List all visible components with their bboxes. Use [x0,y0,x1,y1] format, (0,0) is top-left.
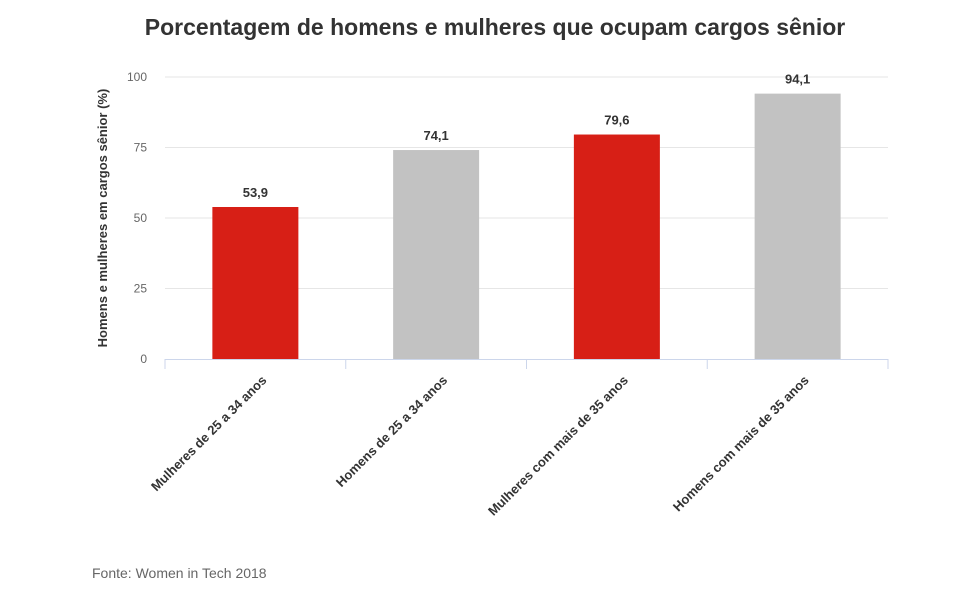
data-label: 79,6 [604,113,629,128]
y-tick-label: 100 [127,70,147,84]
y-tick-label: 50 [134,211,148,225]
y-tick-label: 0 [140,352,147,366]
data-label: 94,1 [785,72,810,87]
category-label: Mulheres de 25 a 34 anos [148,373,269,494]
y-tick-label: 25 [134,282,148,296]
bar [393,150,480,359]
y-tick-label: 75 [134,141,148,155]
x-axis [164,359,889,369]
category-labels: Mulheres de 25 a 34 anos Homens de 25 a 3… [148,373,812,519]
category-label: Mulheres com mais de 35 anos [485,373,631,519]
data-labels: 53,9 74,1 79,6 94,1 [243,72,811,200]
bar [754,93,841,359]
data-label: 74,1 [423,128,448,143]
bar [573,134,660,359]
bars [212,93,841,359]
chart-title: Porcentagem de homens e mulheres que ocu… [144,14,846,40]
category-label: Homens com mais de 35 anos [670,373,812,515]
y-axis-tick-labels: 0 25 50 75 100 [127,70,147,366]
bar [212,207,299,359]
source-note: Fonte: Women in Tech 2018 [92,565,267,581]
y-axis-label: Homens e mulheres em cargos sênior (%) [95,89,110,348]
category-label: Homens de 25 a 34 anos [333,373,450,490]
data-label: 53,9 [243,185,268,200]
